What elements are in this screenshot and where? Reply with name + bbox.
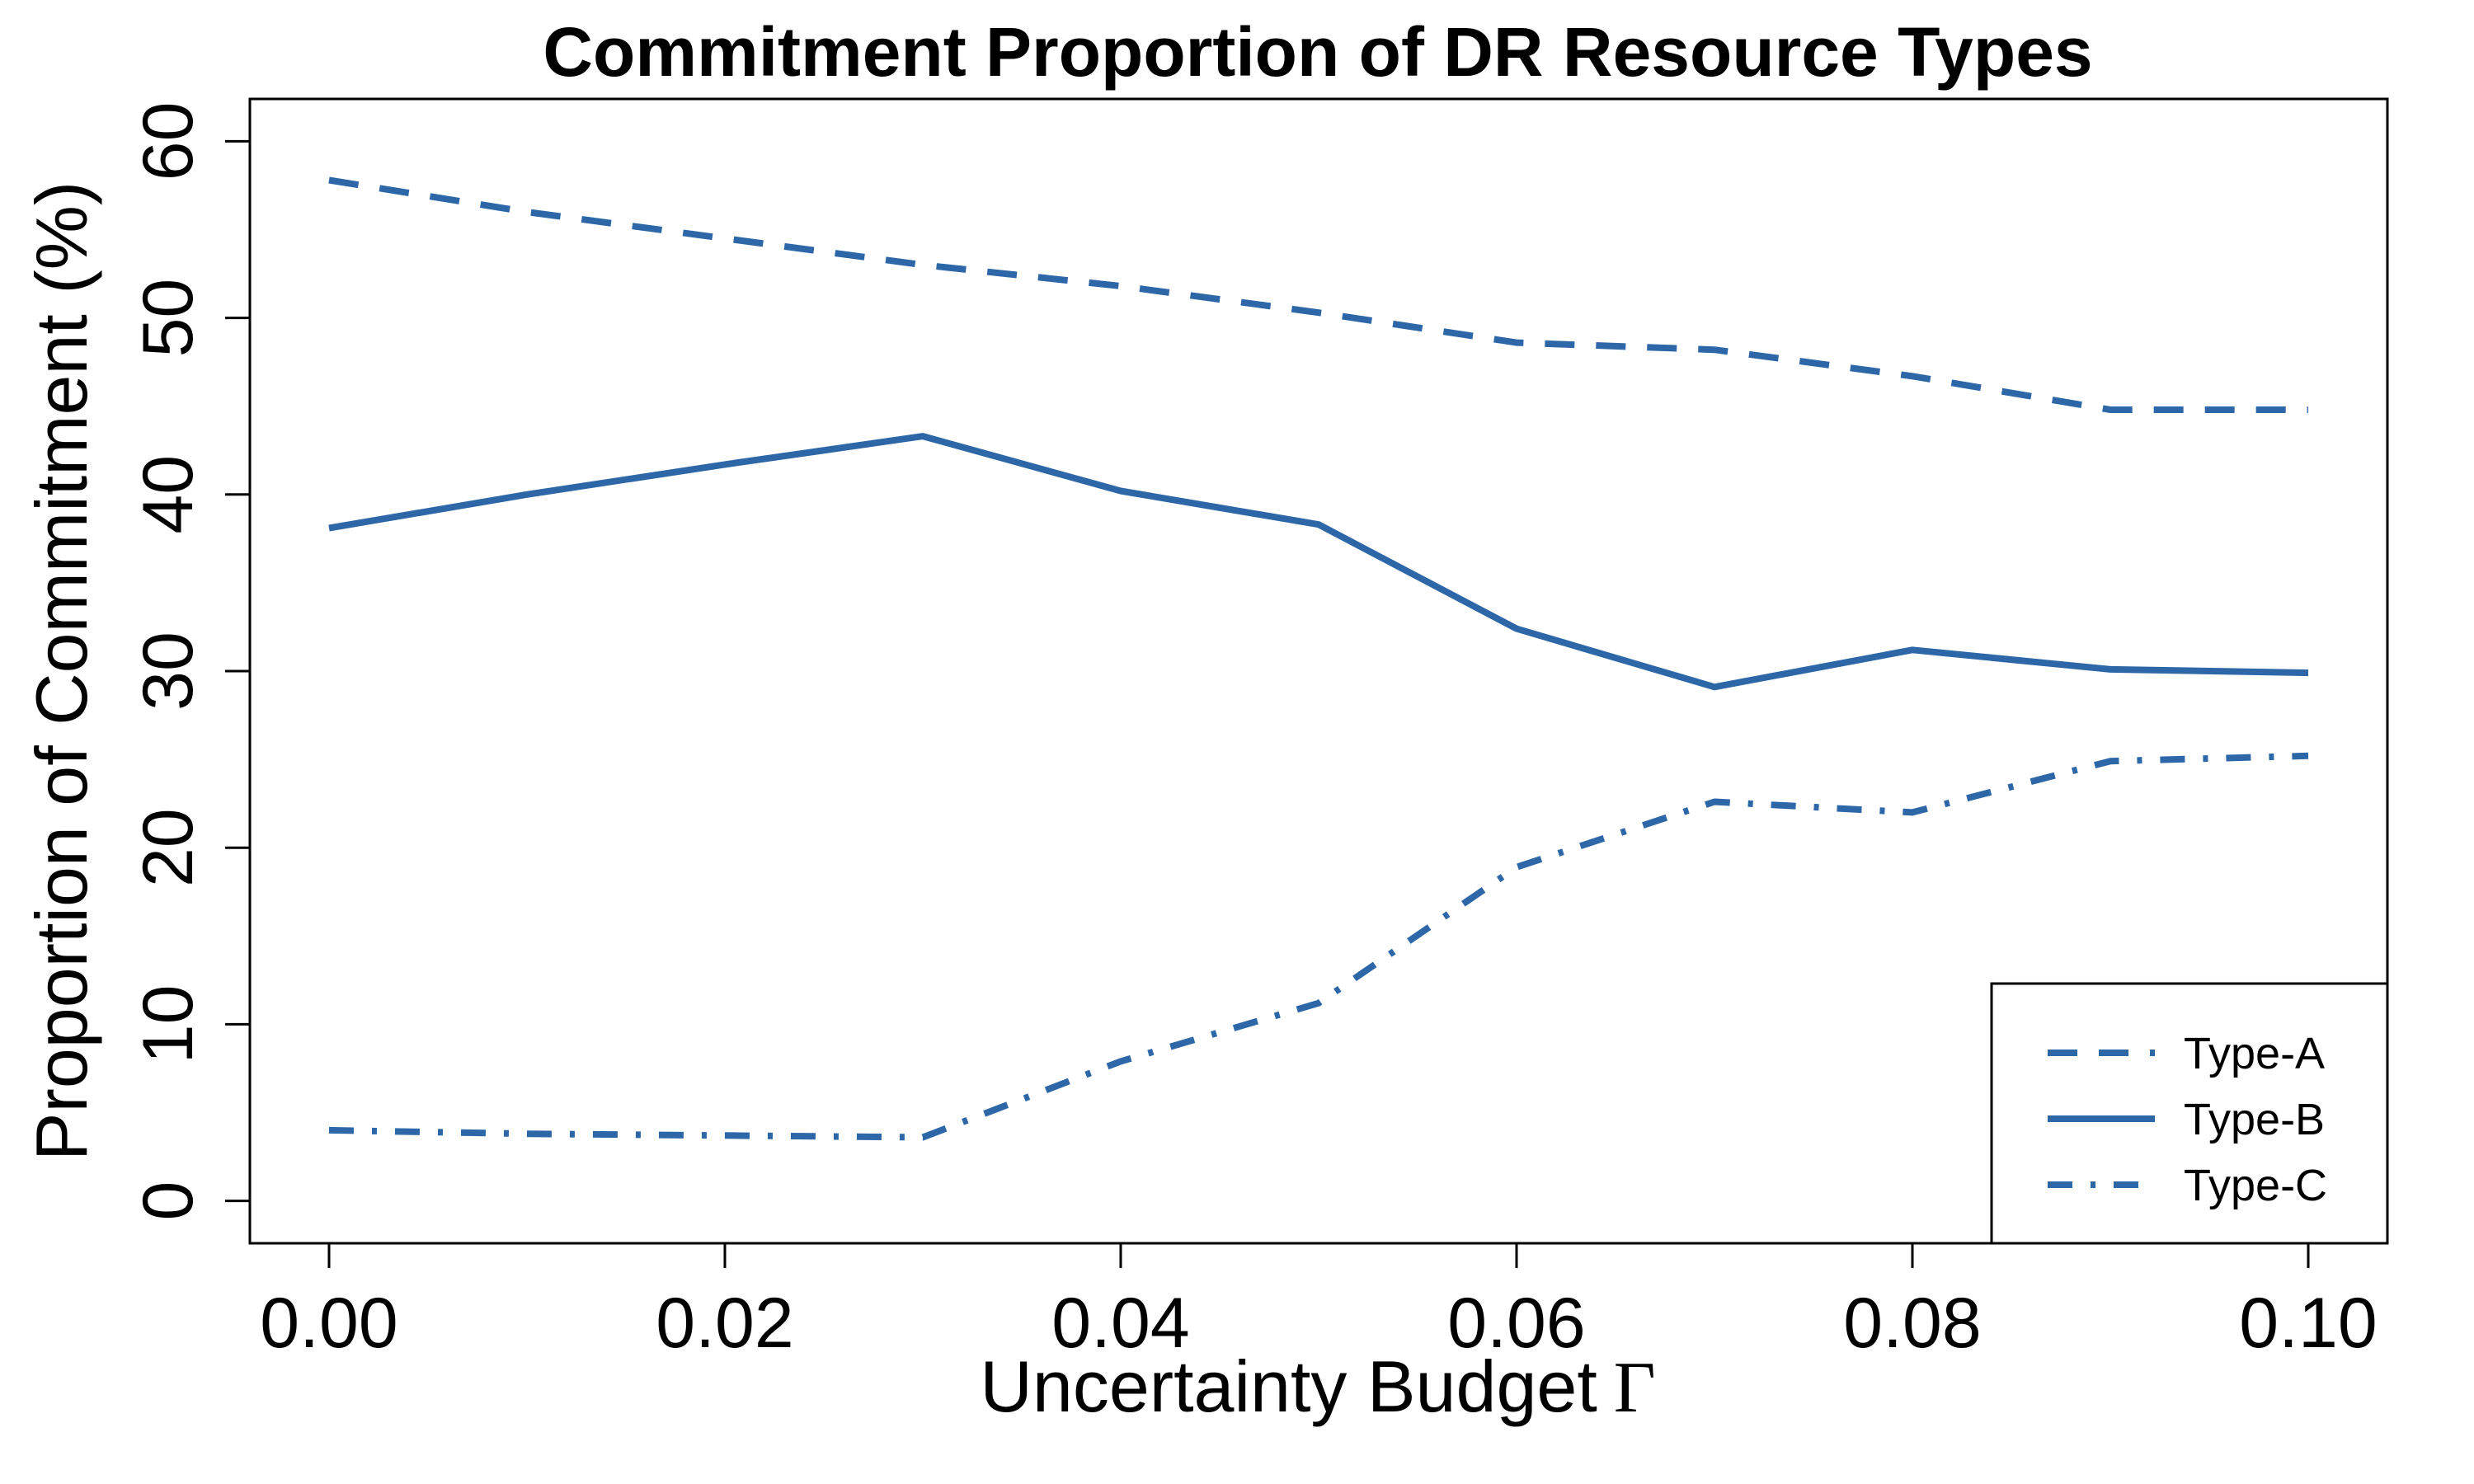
y-tick-label: 50: [129, 279, 208, 358]
series-layer: [328, 176, 2309, 1141]
legend-label: Type-A: [2184, 1029, 2325, 1078]
y-tick-label: 60: [129, 102, 208, 181]
y-axis: 0 10 20 30 40 50 60: [129, 102, 252, 1221]
x-tick-label: 0.10: [2239, 1284, 2377, 1363]
legend-box: [1990, 982, 2389, 1245]
y-tick-label: 0: [129, 1181, 208, 1221]
x-tick-label: 0.08: [1843, 1284, 1981, 1363]
y-tick-label: 20: [129, 808, 208, 887]
x-axis-label-text: Uncertainty Budget: [980, 1345, 1597, 1427]
legend-label: Type-B: [2184, 1095, 2325, 1144]
series-line-type-a: [328, 176, 2308, 413]
chart-title: Commitment Proportion of DR Resource Typ…: [543, 13, 2092, 91]
series-line-type-b: [328, 433, 2309, 691]
y-tick-label: 40: [129, 455, 208, 534]
x-tick-label: 0.06: [1447, 1284, 1585, 1363]
legend-label: Type-C: [2184, 1161, 2327, 1210]
x-axis: 0.00 0.02 0.04 0.06 0.08 0.10: [260, 1242, 2378, 1363]
y-tick-label: 10: [129, 985, 208, 1064]
x-tick-label: 0.02: [656, 1284, 793, 1363]
legend: Type-A Type-B Type-C: [1990, 982, 2389, 1245]
x-axis-label: Uncertainty Budget Γ: [980, 1345, 1655, 1428]
series-line-type-c: [328, 752, 2309, 1141]
x-tick-label: 0.04: [1051, 1284, 1189, 1363]
legend-items: Type-A Type-B Type-C: [2048, 1029, 2327, 1210]
x-axis-label-symbol: Γ: [1614, 1348, 1656, 1428]
y-axis-label: Proportion of Commitment (%): [21, 181, 102, 1161]
y-tick-label: 30: [129, 632, 208, 711]
x-tick-label: 0.00: [260, 1284, 397, 1363]
